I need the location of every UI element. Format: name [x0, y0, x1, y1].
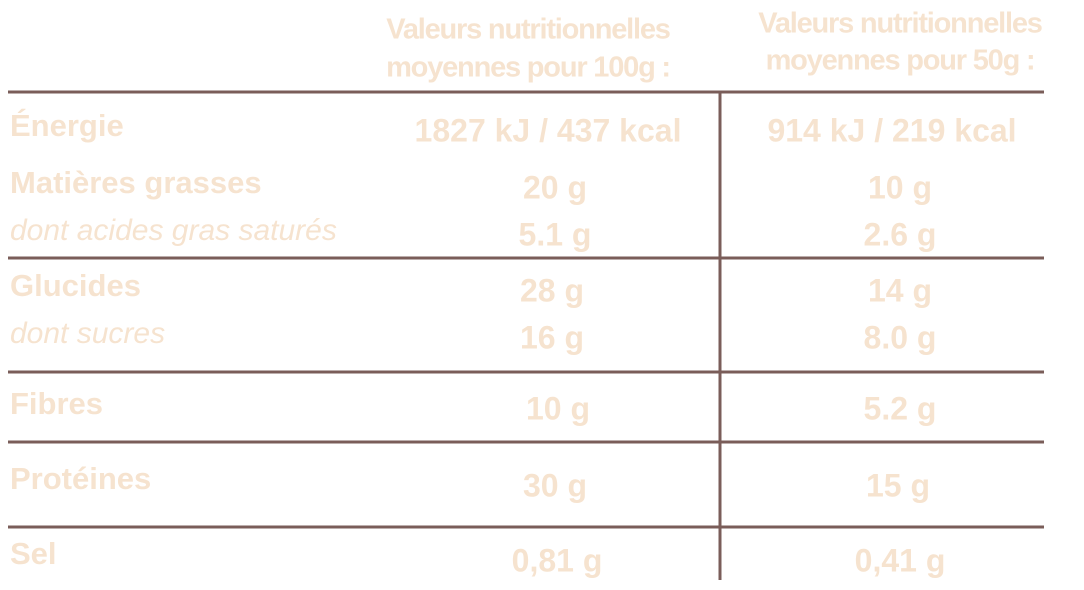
- cell-value: 16 g: [520, 319, 584, 355]
- cell-value: 0,81 g: [512, 542, 603, 578]
- cell-value: 0,41 g: [855, 542, 946, 578]
- cell-value: 2.6 g: [864, 216, 937, 252]
- column-header: moyennes pour 50g :: [766, 45, 1035, 77]
- cell-value: 10 g: [526, 390, 590, 426]
- column-header: Valeurs nutritionnelles: [386, 14, 669, 46]
- row-label: Glucides: [10, 268, 141, 303]
- cell-value: 8.0 g: [864, 319, 937, 355]
- cell-value: 15 g: [866, 467, 930, 503]
- row-label: dont sucres: [10, 317, 165, 350]
- row-label: Sel: [10, 536, 57, 571]
- row-label: Énergie: [10, 108, 124, 143]
- cell-value: 28 g: [520, 272, 584, 308]
- cell-value: 30 g: [523, 467, 587, 503]
- cell-value: 10 g: [868, 169, 932, 205]
- column-header: moyennes pour 100g :: [386, 52, 670, 84]
- cell-value: 914 kJ / 219 kcal: [767, 112, 1016, 148]
- cell-value: 14 g: [868, 272, 932, 308]
- row-label: dont acides gras saturés: [10, 214, 337, 247]
- cell-value: 5.2 g: [864, 390, 937, 426]
- cell-value: 20 g: [523, 169, 587, 205]
- column-header: Valeurs nutritionnelles: [758, 8, 1041, 40]
- cell-value: 5.1 g: [519, 216, 592, 252]
- row-label: Matières grasses: [10, 165, 262, 200]
- cell-value: 1827 kJ / 437 kcal: [415, 112, 682, 148]
- row-label: Protéines: [10, 461, 151, 496]
- row-label: Fibres: [10, 386, 103, 421]
